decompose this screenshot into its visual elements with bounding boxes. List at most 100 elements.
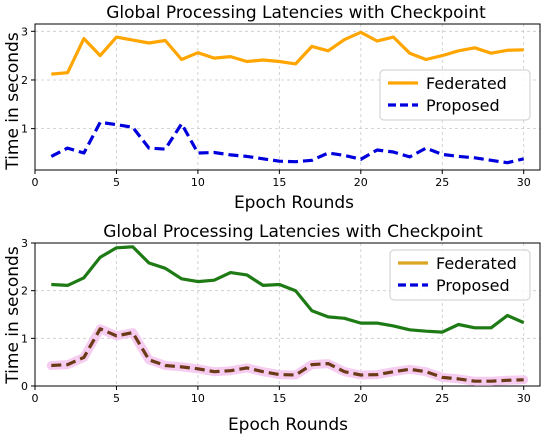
proposed-data-point <box>392 151 394 153</box>
federated-data-point <box>360 322 362 324</box>
chart-bottom-title: Global Processing Latencies with Checkpo… <box>103 222 483 242</box>
federated-data-point <box>262 284 264 286</box>
federated-data-point <box>197 280 199 282</box>
x-tick-label: 20 <box>354 176 368 189</box>
x-tick-label: 25 <box>435 176 449 189</box>
proposed-data-point <box>50 155 52 157</box>
federated-data-point <box>474 327 476 329</box>
proposed-data-point <box>115 335 117 337</box>
federated-data-point <box>50 73 52 75</box>
federated-data-point <box>132 246 134 248</box>
federated-data-point <box>441 331 443 333</box>
proposed-data-point <box>506 379 508 381</box>
proposed-data-point <box>376 373 378 375</box>
federated-data-point <box>148 42 150 44</box>
y-tick-label: 1 <box>21 123 28 136</box>
proposed-data-point <box>457 378 459 380</box>
federated-series-line <box>51 30 524 76</box>
proposed-data-point <box>490 159 492 161</box>
proposed-data-point <box>229 154 231 156</box>
x-tick-label: 5 <box>113 176 120 189</box>
proposed-data-point <box>213 151 215 153</box>
federated-data-point <box>457 323 459 325</box>
proposed-data-point <box>441 153 443 155</box>
proposed-data-point <box>180 123 182 125</box>
chart-bottom: Global Processing Latencies with Checkpo… <box>3 222 541 435</box>
federated-data-point <box>523 49 525 51</box>
proposed-data-point <box>197 368 199 370</box>
chart-top-xlabel: Epoch Rounds <box>234 193 354 213</box>
y-tick-label: 0 <box>21 380 28 393</box>
proposed-data-point <box>132 331 134 333</box>
federated-data-point <box>148 262 150 264</box>
federated-data-point <box>360 31 362 33</box>
proposed-data-point <box>360 374 362 376</box>
federated-data-point <box>523 321 525 323</box>
federated-data-point <box>294 63 296 65</box>
federated-data-point <box>278 60 280 62</box>
x-tick-label: 0 <box>32 392 39 405</box>
x-tick-label: 0 <box>32 176 39 189</box>
proposed-data-point <box>66 147 68 149</box>
x-tick-label: 5 <box>113 392 120 405</box>
x-tick-label: 20 <box>354 392 368 405</box>
federated-data-point <box>327 316 329 318</box>
x-tick-label: 15 <box>272 176 286 189</box>
proposed-data-point <box>99 121 101 123</box>
proposed-data-point <box>392 371 394 373</box>
legend-label-proposed: Proposed <box>426 96 500 115</box>
proposed-data-point <box>99 328 101 330</box>
proposed-data-point <box>213 371 215 373</box>
federated-data-point <box>376 40 378 42</box>
federated-data-point <box>506 314 508 316</box>
proposed-data-point <box>474 380 476 382</box>
federated-data-point <box>50 283 52 285</box>
federated-data-point <box>408 52 410 54</box>
federated-data-point <box>376 322 378 324</box>
proposed-data-point <box>408 368 410 370</box>
x-tick-label: 30 <box>517 176 531 189</box>
proposed-data-point <box>148 359 150 361</box>
federated-data-point <box>457 50 459 52</box>
x-tick-label: 15 <box>272 392 286 405</box>
y-tick-label: 2 <box>21 285 28 298</box>
federated-data-point <box>408 329 410 331</box>
federated-data-point <box>180 58 182 60</box>
federated-data-point <box>490 327 492 329</box>
proposed-data-point <box>327 152 329 154</box>
y-tick-label: 1 <box>21 332 28 345</box>
federated-data-point <box>213 57 215 59</box>
proposed-data-point <box>523 158 525 160</box>
federated-data-point <box>229 55 231 57</box>
proposed-series-line <box>51 327 524 383</box>
proposed-series-line <box>50 120 525 165</box>
proposed-data-point <box>115 124 117 126</box>
federated-data-point <box>506 49 508 51</box>
proposed-data-point <box>425 371 427 373</box>
federated-data-point <box>343 317 345 319</box>
plot-frame <box>34 242 541 387</box>
proposed-data-point <box>278 373 280 375</box>
federated-data-point <box>425 58 427 60</box>
y-tick-label: 2 <box>21 74 28 87</box>
proposed-data-point <box>311 159 313 161</box>
legend-label-federated: Federated <box>436 254 517 273</box>
chart-top: Global Processing Latencies with Checkpo… <box>3 3 541 213</box>
federated-data-point <box>392 325 394 327</box>
x-tick-label: 25 <box>435 392 449 405</box>
federated-data-point <box>115 36 117 38</box>
federated-data-point <box>278 283 280 285</box>
federated-series-line <box>51 245 525 334</box>
chart-top-ylabel: Time in seconds <box>3 32 23 171</box>
federated-data-point <box>132 39 134 41</box>
proposed-data-point <box>50 364 52 366</box>
federated-data-point <box>246 60 248 62</box>
federated-data-point <box>343 38 345 40</box>
proposed-data-point <box>83 356 85 358</box>
federated-data-point <box>66 284 68 286</box>
proposed-data-point <box>262 158 264 160</box>
proposed-data-point <box>164 148 166 150</box>
federated-data-point <box>311 45 313 47</box>
federated-data-point <box>474 47 476 49</box>
proposed-data-point <box>132 126 134 128</box>
